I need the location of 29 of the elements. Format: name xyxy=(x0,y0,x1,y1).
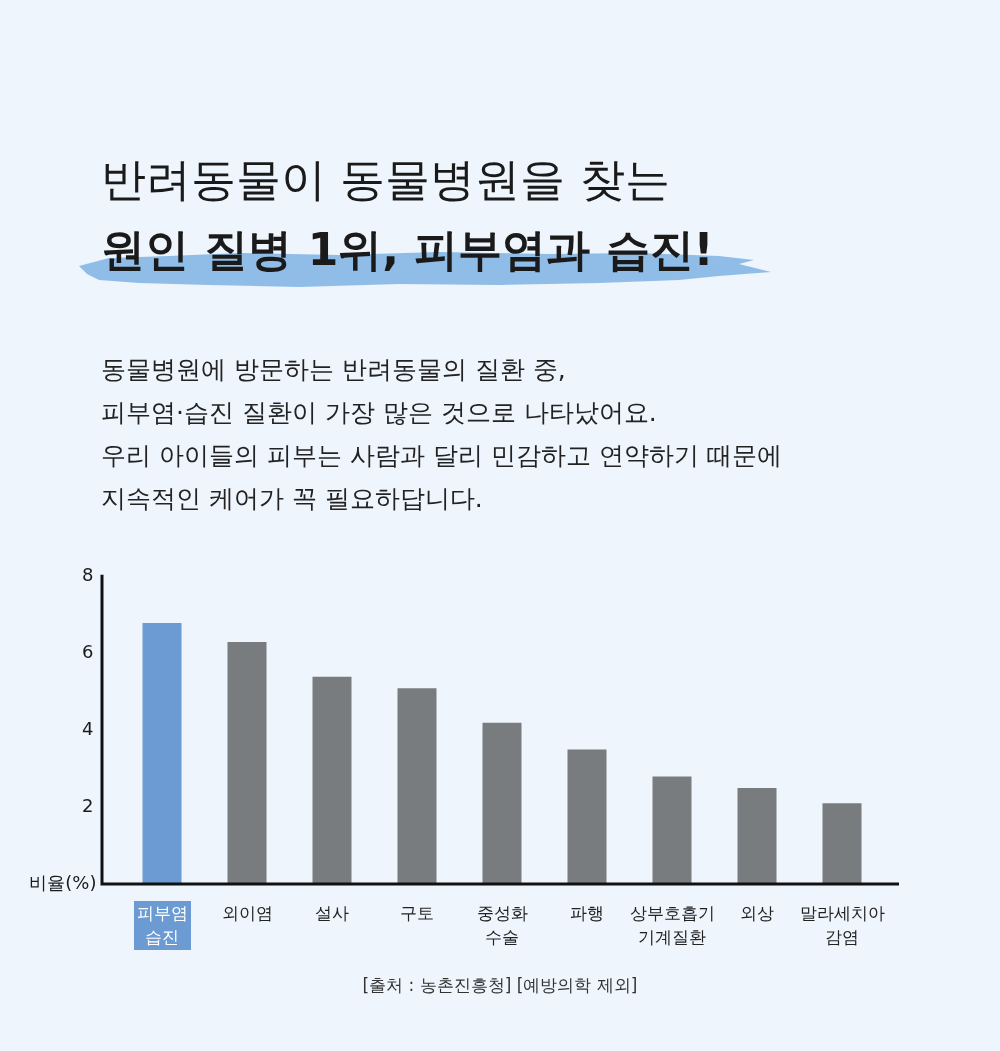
bar xyxy=(652,776,692,884)
y-tick-label: 6 xyxy=(82,641,94,663)
x-tick-label: 말라세치아 감염 xyxy=(799,902,885,948)
x-tick-label: 설사 xyxy=(315,902,349,923)
x-tick-label: 파행 xyxy=(570,902,604,923)
bar xyxy=(737,788,777,884)
y-tick-label: 4 xyxy=(82,718,94,740)
bar xyxy=(567,749,607,884)
bar xyxy=(482,722,522,884)
y-axis-title: 비율(%) xyxy=(29,871,97,893)
bar xyxy=(822,803,862,884)
text: 동물병원에 방문하는 반려동물의 질환 중, xyxy=(101,354,567,386)
x-tick-label: 상부호흡기 기계질환 xyxy=(629,902,715,948)
chart-subtitle: 원인 질병 1위, 피부염과 습진! xyxy=(101,223,714,277)
x-tick-label: 외상 xyxy=(740,902,774,923)
x-tick-label: 구토 xyxy=(400,902,434,923)
text: 피부염·습진 질환이 가장 많은 것으로 나타났어요. xyxy=(101,397,658,429)
y-tick-label: 8 xyxy=(82,564,94,586)
text: 우리 아이들의 피부는 사람과 달리 민감하고 연약하기 때문에 xyxy=(101,440,782,472)
text: [출처 : 농촌진흥청] [예방의학 제외] xyxy=(361,974,639,997)
bar xyxy=(312,676,352,884)
x-tick-label: 외이염 xyxy=(221,902,273,923)
chart-title: 반려동물이 동물병원을 찾는 xyxy=(101,153,670,207)
bar xyxy=(397,688,437,884)
bar xyxy=(142,622,182,884)
text: 지속적인 케어가 꼭 필요하답니다. xyxy=(101,483,484,515)
x-tick-label: 중성화 수술 xyxy=(476,902,528,948)
y-tick-label: 2 xyxy=(82,794,94,816)
bar xyxy=(227,642,267,884)
